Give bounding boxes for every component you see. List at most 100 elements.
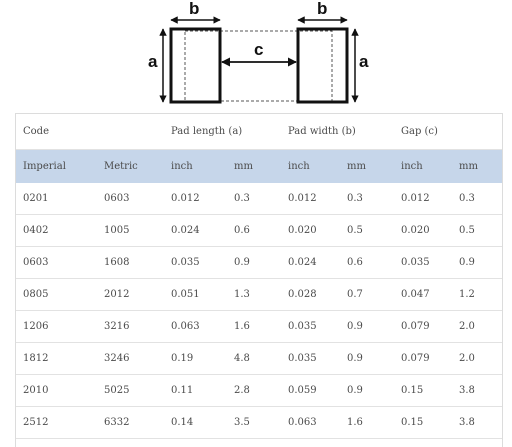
table-cell: 0.9 xyxy=(340,374,394,407)
table-cell: 1608 xyxy=(97,246,164,279)
table-cell: 0.059 xyxy=(281,374,340,407)
group-header-cell: Code xyxy=(16,114,97,150)
table-row: 1812 3246 0.19 4.8 0.035 0.9 0.079 2.0 xyxy=(16,342,502,375)
table-cell: 0603 xyxy=(97,183,164,215)
table-cell: 0402 xyxy=(16,214,97,247)
table-cell: 0.047 xyxy=(394,278,452,311)
table-cell: 0.063 xyxy=(164,310,227,343)
table-cell: 3246 xyxy=(97,342,164,375)
table-cell: 0.035 xyxy=(164,246,227,279)
table-cell: 0.5 xyxy=(452,214,502,247)
table-cell: 0.020 xyxy=(281,214,340,247)
group-header-cell xyxy=(340,114,394,150)
table-cell: 6332 xyxy=(97,406,164,439)
table-cell: 0.012 xyxy=(394,183,452,215)
table-cell: 0.012 xyxy=(164,183,227,215)
table-cell: 2512 xyxy=(16,406,97,439)
table-cell: 2012 xyxy=(97,278,164,311)
group-header-cell: Pad length (a) xyxy=(164,114,242,150)
table-cell: 0.15 xyxy=(394,374,452,407)
a-label-right: a xyxy=(359,52,369,71)
a-label-left: a xyxy=(148,52,158,71)
table-cell: 1812 xyxy=(16,342,97,375)
table-cell: 0805 xyxy=(16,278,97,311)
unit-header-cell: mm xyxy=(340,149,394,183)
table-cell: 1005 xyxy=(97,214,164,247)
table-cell: 3.8 xyxy=(452,406,502,439)
dimensions-table-container: Code Pad length (a) Pad width (b) Gap (c) I… xyxy=(15,113,503,447)
group-header-cell xyxy=(452,114,502,150)
unit-header-cell: inch xyxy=(164,149,227,183)
group-header-cell: Pad width (b) xyxy=(281,114,356,150)
table-cell: 2.0 xyxy=(452,342,502,375)
table-cell: 0.020 xyxy=(394,214,452,247)
table-row: 0603 1608 0.035 0.9 0.024 0.6 0.035 0.9 xyxy=(16,246,502,279)
unit-header-cell: mm xyxy=(452,149,502,183)
unit-header-row: Imperial Metric inch mm inch mm inch mm xyxy=(16,149,502,183)
table-cell: 0.063 xyxy=(281,406,340,439)
group-header-cell xyxy=(227,114,281,150)
table-cell: 2010 xyxy=(16,374,97,407)
table-cell: 0.028 xyxy=(281,278,340,311)
unit-header-cell: Imperial xyxy=(16,149,97,183)
table-cell: 0.035 xyxy=(281,342,340,375)
table-cell: 0.3 xyxy=(227,183,281,215)
table-cell: 1206 xyxy=(16,310,97,343)
table-cell: 0.079 xyxy=(394,310,452,343)
table-cell: 0.9 xyxy=(452,246,502,279)
b-label-right: b xyxy=(317,0,327,18)
table-cell: 0.11 xyxy=(164,374,227,407)
table-cell: 0.024 xyxy=(281,246,340,279)
table-row: 1206 3216 0.063 1.6 0.035 0.9 0.079 2.0 xyxy=(16,310,502,343)
table-cell: 0603 xyxy=(16,246,97,279)
table-cell: 0.3 xyxy=(452,183,502,215)
pad-dimension-diagram: b b a a c xyxy=(148,0,369,104)
unit-header-cell: Metric xyxy=(97,149,164,183)
table-cell: 0.024 xyxy=(164,214,227,247)
table-cell: 0201 xyxy=(16,183,97,215)
table-row: 2512 6332 0.14 3.5 0.063 1.6 0.15 3.8 xyxy=(16,406,502,439)
table-cell: 0.6 xyxy=(340,246,394,279)
unit-header-cell: mm xyxy=(227,149,281,183)
dimensions-table: Code Pad length (a) Pad width (b) Gap (c) I… xyxy=(16,114,502,439)
table-cell: 0.9 xyxy=(340,342,394,375)
table-cell: 0.7 xyxy=(340,278,394,311)
table-cell: 5025 xyxy=(97,374,164,407)
table-cell: 0.6 xyxy=(227,214,281,247)
left-pad xyxy=(169,27,222,104)
group-header-cell: Gap (c) xyxy=(394,114,452,150)
table-cell: 4.8 xyxy=(227,342,281,375)
table-cell: 2.0 xyxy=(452,310,502,343)
table-cell: 0.012 xyxy=(281,183,340,215)
table-cell: 0.051 xyxy=(164,278,227,311)
table-cell: 1.6 xyxy=(227,310,281,343)
right-pad xyxy=(296,27,349,104)
table-cell: 0.9 xyxy=(227,246,281,279)
table-cell: 0.035 xyxy=(281,310,340,343)
table-cell: 2.8 xyxy=(227,374,281,407)
b-label-left: b xyxy=(189,0,199,18)
table-cell: 0.9 xyxy=(340,310,394,343)
table-cell: 0.5 xyxy=(340,214,394,247)
table-cell: 3216 xyxy=(97,310,164,343)
table-cell: 0.035 xyxy=(394,246,452,279)
c-label: c xyxy=(254,40,263,59)
table-row: 0805 2012 0.051 1.3 0.028 0.7 0.047 1.2 xyxy=(16,278,502,311)
table-row: 2010 5025 0.11 2.8 0.059 0.9 0.15 3.8 xyxy=(16,374,502,407)
table-cell: 0.15 xyxy=(394,406,452,439)
unit-header-cell: inch xyxy=(281,149,340,183)
table-row: 0402 1005 0.024 0.6 0.020 0.5 0.020 0.5 xyxy=(16,214,502,247)
group-header-row: Code Pad length (a) Pad width (b) Gap (c) xyxy=(16,114,502,150)
table-cell: 0.3 xyxy=(340,183,394,215)
table-cell: 0.079 xyxy=(394,342,452,375)
table-cell: 0.19 xyxy=(164,342,227,375)
unit-header-cell: inch xyxy=(394,149,452,183)
table-cell: 3.8 xyxy=(452,374,502,407)
table-cell: 1.3 xyxy=(227,278,281,311)
component-body-outline xyxy=(184,30,333,102)
table-row: 0201 0603 0.012 0.3 0.012 0.3 0.012 0.3 xyxy=(16,183,502,215)
table-cell: 0.14 xyxy=(164,406,227,439)
table-cell: 1.2 xyxy=(452,278,502,311)
group-header-cell xyxy=(97,114,164,150)
table-cell: 3.5 xyxy=(227,406,281,439)
